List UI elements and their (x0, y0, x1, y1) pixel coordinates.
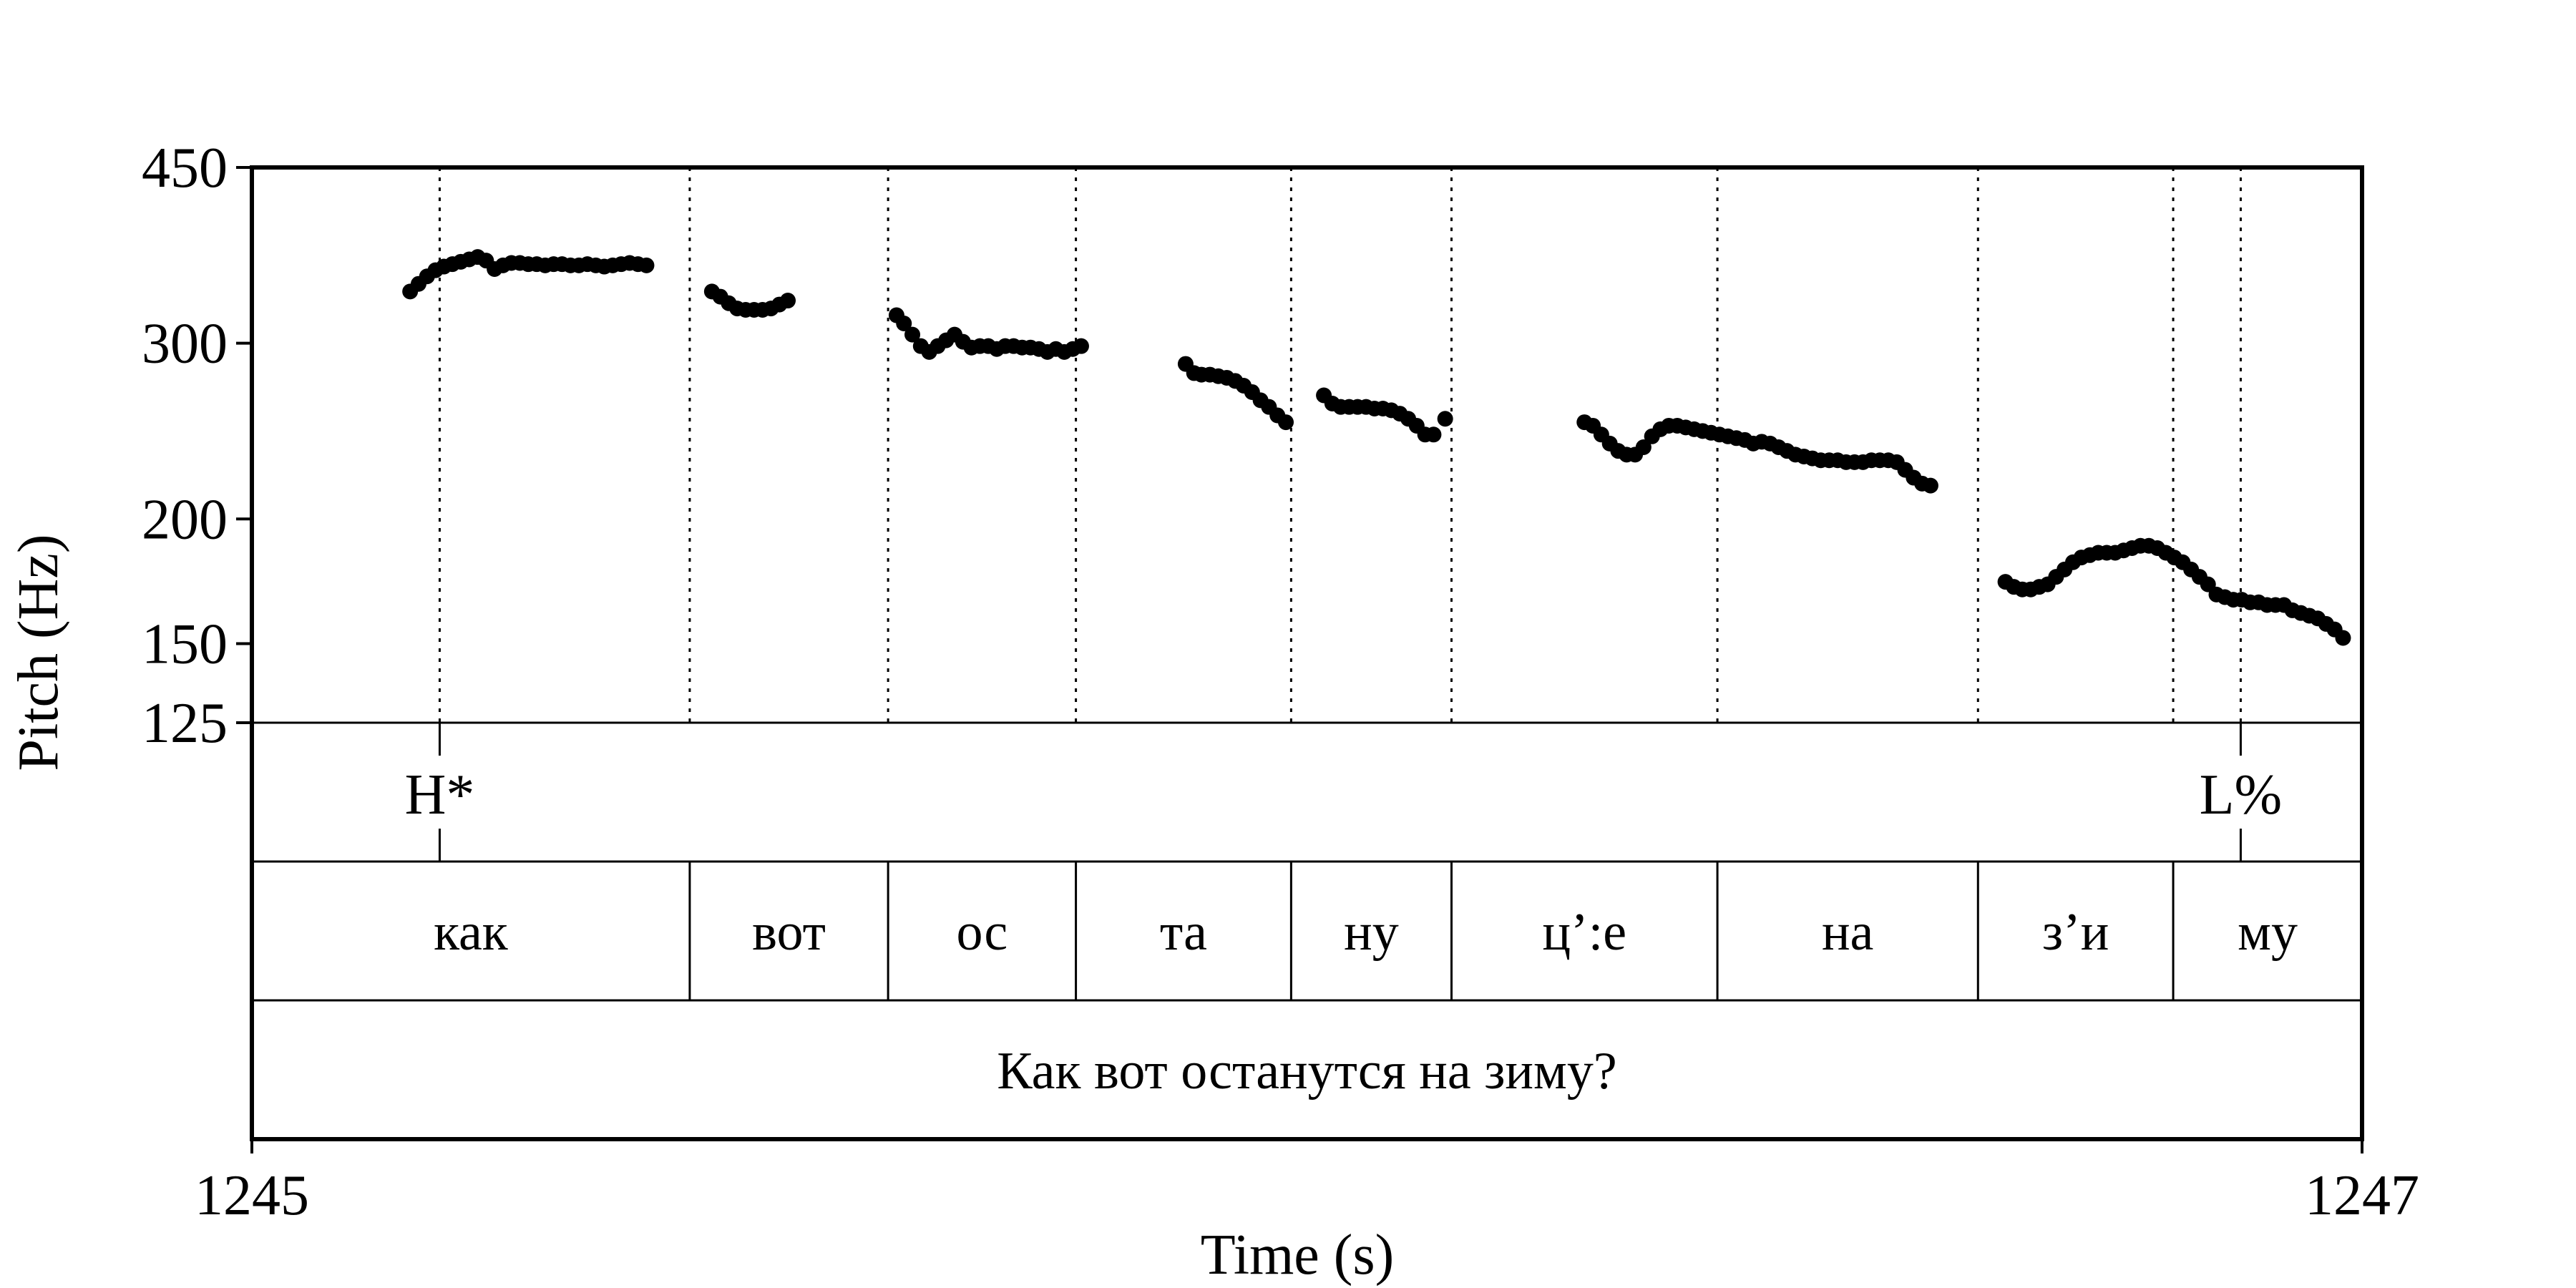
pitch-point (1635, 439, 1652, 455)
tone-label: H* (405, 763, 475, 826)
syllable-label: ц’:е (1542, 903, 1626, 962)
pitch-point (1278, 414, 1294, 431)
syllable-label: ос (957, 903, 1008, 962)
y-tick-label: 150 (142, 613, 228, 676)
pitch-point (1425, 426, 1442, 443)
syllable-label: ну (1344, 903, 1399, 962)
frame-border (250, 165, 2364, 1141)
syllable-label: на (1822, 903, 1873, 962)
y-tick-label: 200 (142, 488, 228, 551)
y-tick-label: 300 (142, 313, 228, 376)
pitch-point (1437, 411, 1453, 427)
pitch-point (2335, 630, 2351, 646)
sentence-label: Как вот останутся на зиму? (997, 1042, 1616, 1101)
pitch-point (1073, 338, 1089, 354)
pitch-points (402, 249, 2351, 646)
syllable-label: му (2238, 903, 2298, 962)
tone-label: L% (2200, 763, 2283, 826)
y-tick-label: 125 (142, 692, 228, 755)
pitch-point (1922, 477, 1938, 494)
pitch-point (904, 326, 921, 343)
y-axis-label: Pitch (Hz) (7, 534, 70, 771)
pitch-point (638, 257, 655, 273)
plot-frame (250, 165, 2364, 1141)
annotation-tiers: как вот ос та ну ц’:е на з’и му H* L% Как вот остан… (405, 723, 2298, 1101)
axes: Time (s) Pitch (Hz) 450 300 200 150 125 1245 1… (7, 137, 2419, 1287)
pitch-point (780, 293, 796, 309)
pitch-point (896, 316, 912, 332)
syllable-label: та (1160, 903, 1207, 962)
y-tick-label: 450 (142, 137, 228, 200)
syllable-label: вот (752, 903, 826, 962)
x-tick-label: 1247 (2305, 1164, 2419, 1227)
x-tick-label: 1245 (195, 1164, 309, 1227)
syllable-label: з’и (2042, 903, 2109, 962)
boundary-lines (438, 167, 2242, 723)
x-axis-label: Time (s) (1201, 1224, 1394, 1287)
syllable-label: как (434, 903, 509, 962)
